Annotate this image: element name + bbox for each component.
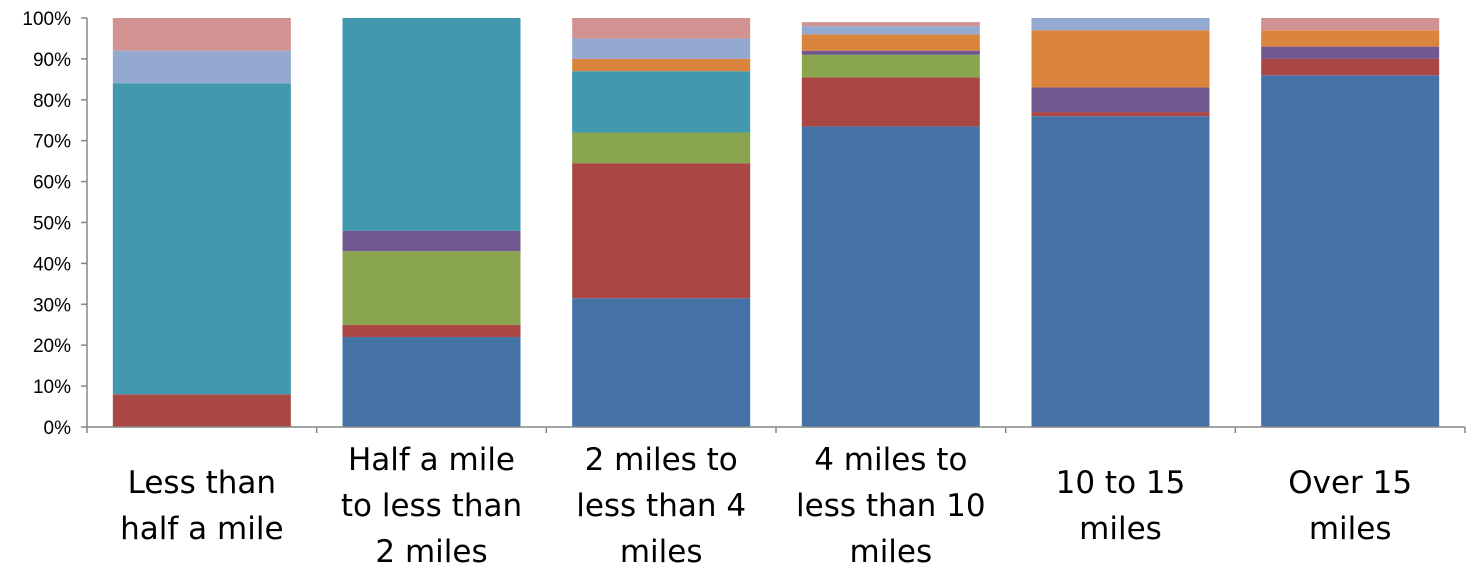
bar-segment-2-series-1	[342, 337, 521, 427]
bar-segment-5-series-4	[1031, 87, 1210, 113]
y-tick-label: 40%	[33, 254, 71, 275]
x-category-label-line: Less than	[128, 465, 276, 501]
bar-segment-1-series-8	[112, 18, 291, 51]
bar-segment-6-series-6	[1261, 30, 1440, 47]
x-category-label-line: miles	[620, 534, 703, 570]
x-category-label: Over 15 miles	[1288, 465, 1412, 547]
bar-segment-3-series-2	[572, 163, 751, 299]
x-category-label-line: 2 miles to	[585, 442, 738, 478]
bar-segment-1-series-7	[112, 50, 291, 84]
bar-segment-3-series-5	[572, 71, 751, 133]
axes-layer	[86, 18, 1465, 428]
bar-segment-1-series-2	[112, 394, 291, 427]
x-category-label-line: half a mile	[120, 511, 283, 547]
bar-segment-4-series-3	[801, 54, 980, 78]
bar-segment-2-series-5	[342, 18, 521, 231]
bar-segment-4-series-4	[801, 50, 980, 55]
x-category-label-line: less than 4	[576, 488, 746, 524]
bar-segment-5-series-6	[1031, 30, 1210, 88]
bar-segment-4-series-1	[801, 126, 980, 427]
x-category-label-line: 10 to 15	[1056, 465, 1186, 501]
x-category-label-line: miles	[1079, 511, 1162, 547]
bar-segment-6-series-2	[1261, 58, 1440, 76]
x-category-label: Half a mile to less than 2 miles	[341, 442, 522, 570]
x-category-label-line: 4 miles to	[814, 442, 967, 478]
x-category-label-line: Over 15	[1288, 465, 1412, 501]
bar-segment-5-series-1	[1031, 116, 1210, 427]
bar-segment-4-series-6	[801, 34, 980, 51]
bar-segment-6-series-8	[1261, 18, 1440, 31]
y-tick-label: 30%	[33, 295, 71, 316]
bar-segment-6-series-4	[1261, 46, 1440, 59]
bar-segment-3-series-7	[572, 38, 751, 59]
x-category-label: 10 to 15 miles	[1056, 465, 1186, 547]
y-tick-label: 100%	[22, 9, 71, 30]
y-tick-label: 0%	[44, 418, 72, 439]
y-tick-label: 80%	[33, 91, 71, 112]
bar-segment-5-series-2	[1031, 112, 1210, 117]
y-tick-label: 60%	[33, 173, 71, 194]
bar-segment-4-series-8	[801, 22, 980, 27]
x-axis-labels: Less than half a mile Half a mile to less t…	[120, 442, 1412, 570]
y-tick-label: 10%	[33, 377, 71, 398]
y-axis-ticks: 0% 10% 20% 30% 40% 50% 60% 70% 80% 90% 100%	[22, 9, 1466, 439]
bar-segment-3-series-6	[572, 58, 751, 72]
bar-segment-3-series-1	[572, 298, 751, 427]
bar-segment-4-series-7	[801, 26, 980, 35]
y-tick-label: 50%	[33, 214, 71, 235]
bar-segment-1-series-5	[112, 83, 291, 395]
x-category-label-line: 2 miles	[375, 534, 487, 570]
bar-segment-3-series-3	[572, 132, 751, 164]
bar-segment-2-series-2	[342, 324, 521, 338]
x-category-label-line: miles	[1309, 511, 1392, 547]
bar-segment-2-series-3	[342, 251, 521, 325]
y-tick-label: 20%	[33, 336, 71, 357]
bars-layer	[112, 18, 1440, 427]
bar-segment-4-series-2	[801, 77, 980, 127]
x-category-label-line: miles	[850, 534, 933, 570]
x-category-label: 2 miles to less than 4 miles	[576, 442, 746, 570]
x-category-label: 4 miles to less than 10 miles	[796, 442, 986, 570]
bar-segment-5-series-7	[1031, 18, 1210, 31]
bar-segment-3-series-8	[572, 18, 751, 39]
x-category-label-line: Half a mile	[348, 442, 515, 478]
x-category-label: Less than half a mile	[120, 465, 283, 547]
y-tick-label: 90%	[33, 50, 71, 71]
x-category-label-line: less than 10	[796, 488, 986, 524]
bar-segment-2-series-4	[342, 230, 521, 252]
bar-segment-6-series-1	[1261, 75, 1440, 427]
y-tick-label: 70%	[33, 132, 71, 153]
x-category-label-line: to less than	[341, 488, 522, 524]
